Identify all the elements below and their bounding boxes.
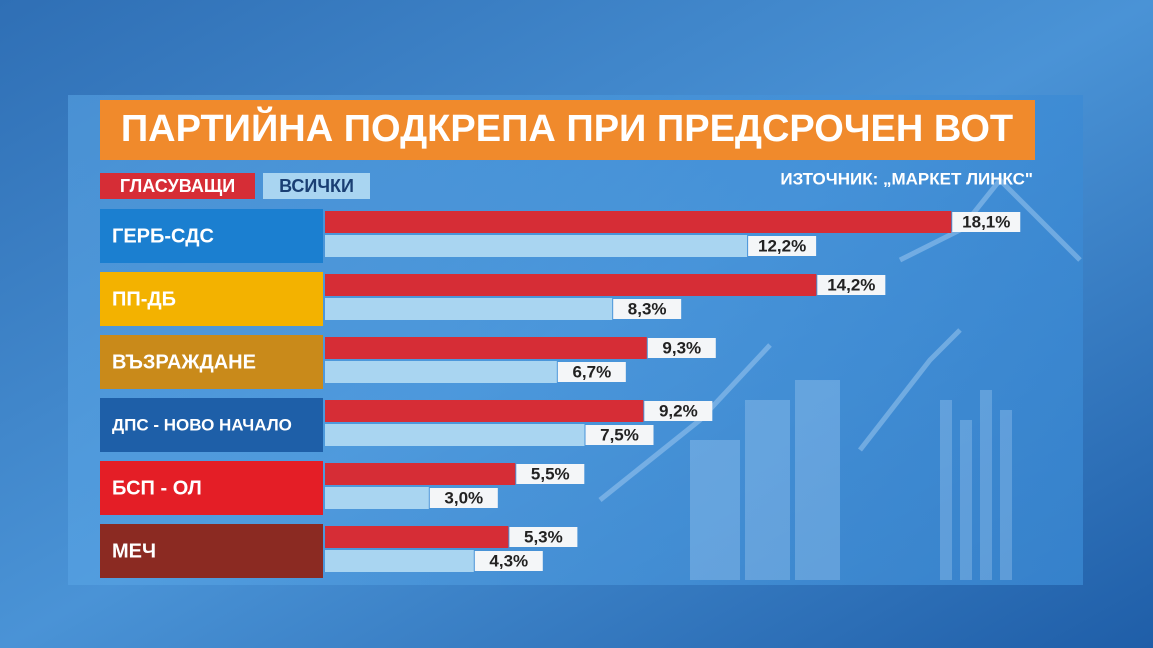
value-label: 8,3% [628, 299, 667, 318]
title-bar [100, 100, 1035, 160]
value-label-box [516, 464, 585, 484]
value-label: 7,5% [600, 425, 639, 444]
category-box [100, 461, 323, 515]
category-label: МЕЧ [112, 540, 156, 562]
bar [325, 274, 817, 296]
bar [325, 550, 474, 572]
category-box [100, 524, 323, 578]
bar [325, 487, 429, 509]
legend-label: ВСИЧКИ [279, 176, 354, 196]
value-label-box [509, 527, 578, 547]
value-label: 14,2% [827, 275, 875, 294]
value-label-box [748, 236, 817, 256]
value-label: 5,5% [531, 464, 570, 483]
value-label: 5,3% [524, 527, 563, 546]
value-label-box [817, 275, 886, 295]
bar [325, 298, 613, 320]
category-label: ГЕРБ-СДС [112, 225, 214, 247]
category-box [100, 209, 323, 263]
bar [325, 400, 644, 422]
bar [325, 211, 952, 233]
bar [325, 526, 509, 548]
value-label: 4,3% [489, 551, 528, 570]
value-label: 12,2% [758, 236, 806, 255]
legend-swatch [100, 173, 255, 199]
value-label-box [557, 362, 626, 382]
legend-label: ГЛАСУВАЩИ [120, 176, 235, 196]
value-label: 9,2% [659, 401, 698, 420]
value-label: 18,1% [962, 212, 1010, 231]
value-label-box [585, 425, 654, 445]
decoration-bars [690, 380, 1012, 580]
category-label: ВЪЗРАЖДАНЕ [112, 351, 256, 373]
value-label-box [952, 212, 1021, 232]
bar [325, 463, 516, 485]
value-label-box [613, 299, 682, 319]
value-label: 9,3% [662, 338, 701, 357]
value-label-box [644, 401, 713, 421]
category-box [100, 335, 323, 389]
bar [325, 361, 557, 383]
value-label-box [647, 338, 716, 358]
value-label-box [474, 551, 543, 571]
value-label: 3,0% [444, 488, 483, 507]
category-label: ДПС - НОВО НАЧАЛО [112, 415, 292, 434]
bar [325, 235, 748, 257]
chart-title: ПАРТИЙНА ПОДКРЕПА ПРИ ПРЕДСРОЧЕН ВОТ [121, 105, 1013, 150]
source: ИЗТОЧНИК: „МАРКЕТ ЛИНКС" [780, 169, 1033, 188]
bar [325, 337, 647, 359]
category-label: БСП - ОЛ [112, 477, 202, 499]
legend-swatch [263, 173, 370, 199]
bar [325, 424, 585, 446]
value-label-box [429, 488, 498, 508]
category-box [100, 398, 323, 452]
value-label: 6,7% [572, 362, 611, 381]
category-box [100, 272, 323, 326]
category-label: ПП-ДБ [112, 288, 176, 310]
